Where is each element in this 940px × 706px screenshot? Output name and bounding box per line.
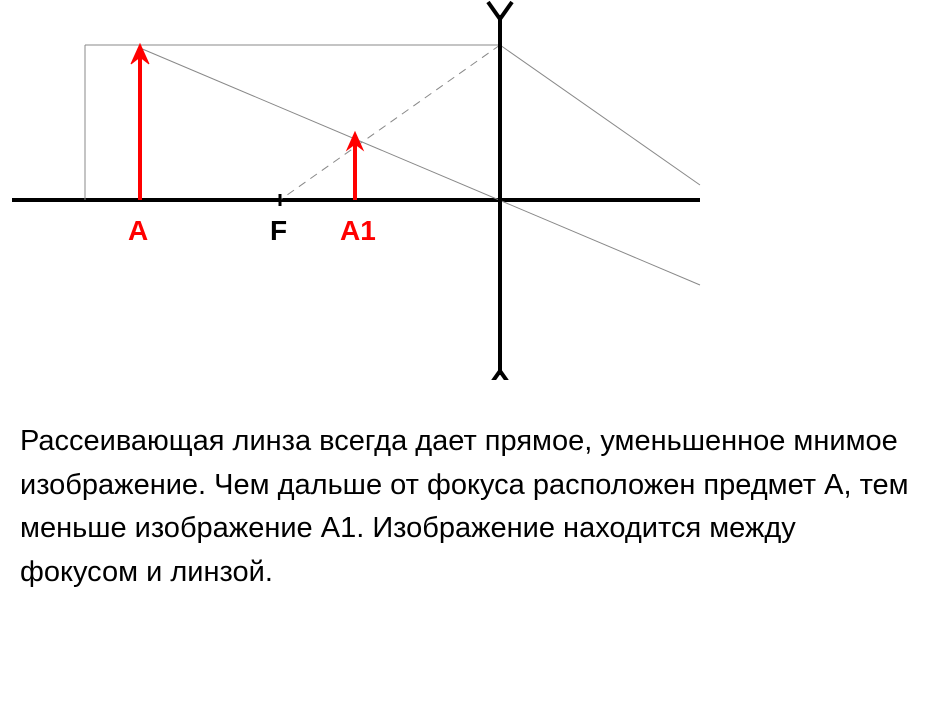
lens-bottom-arrow-icon — [488, 371, 512, 380]
optics-diagram: А F А1 — [0, 0, 940, 380]
lens-top-arrow-icon — [488, 2, 512, 19]
diagram-svg — [0, 0, 940, 380]
ray-refracted — [500, 45, 700, 185]
ray-refracted-dashed — [280, 45, 500, 200]
description-container: Рассеивающая линза всегда дает прямое, у… — [20, 420, 920, 594]
ray-center — [140, 48, 700, 285]
description-text: Рассеивающая линза всегда дает прямое, у… — [20, 420, 920, 594]
object-label: А — [128, 215, 148, 247]
focus-label: F — [270, 215, 287, 247]
image-label: А1 — [340, 215, 376, 247]
